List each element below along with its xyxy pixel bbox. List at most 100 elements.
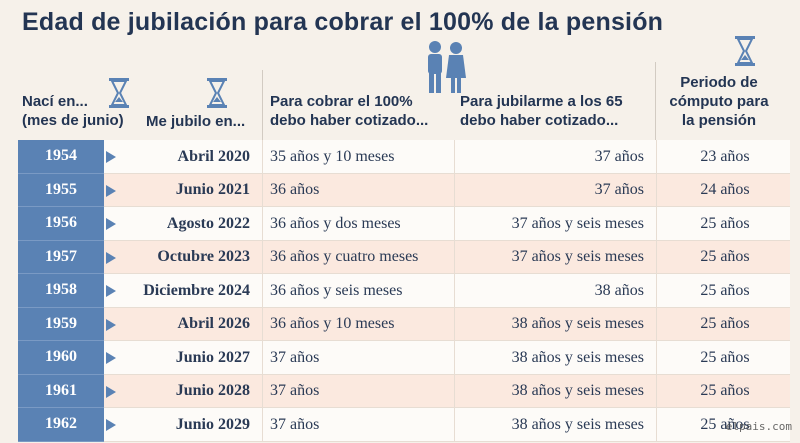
retire-date-cell: Diciembre 2024: [143, 281, 250, 299]
table-row: 1962 Junio 2029 37 años 38 años y seis mese…: [18, 408, 790, 442]
birth-year-cell: 1962: [18, 408, 104, 442]
arrow-right-icon: [106, 184, 116, 197]
periodo-computo-cell: 25 años: [700, 214, 750, 232]
row-background: [104, 408, 790, 442]
cell-divider: [656, 240, 657, 274]
header-period-line1: Periodo de: [680, 74, 758, 91]
cotizado-65-cell: 37 años: [594, 147, 644, 165]
arrow-right-icon: [106, 318, 116, 331]
cell-divider: [454, 207, 455, 241]
header-cotizado-65: Para jubilarme a los 65 debo haber cotiz…: [460, 92, 623, 130]
retire-date-cell: Junio 2028: [175, 382, 250, 400]
periodo-computo-cell: 24 años: [700, 181, 750, 199]
arrow-right-icon: [106, 419, 116, 431]
birth-year-cell: 1961: [18, 374, 104, 408]
table-row: 1956 Agosto 2022 36 años y dos meses 37 año…: [18, 207, 790, 241]
row-background: [104, 307, 790, 341]
header-period-line3: la pensión: [681, 112, 757, 129]
cell-divider: [656, 374, 657, 408]
cotizado-100-cell: 35 años y 10 meses: [270, 147, 395, 165]
table-row: 1959 Abril 2026 36 años y 10 meses 38 años …: [18, 307, 790, 341]
cotizado-65-cell: 37 años y seis meses: [511, 214, 644, 232]
birth-year-cell: 1958: [18, 274, 104, 308]
row-background: [104, 274, 790, 308]
header-born: Nací en... (mes de junio): [22, 92, 124, 130]
birth-year-cell: 1959: [18, 307, 104, 341]
retire-date-cell: Agosto 2022: [166, 214, 250, 232]
row-background: [104, 140, 790, 174]
hourglass-icon: [207, 78, 227, 108]
arrow-right-icon: [106, 251, 116, 264]
row-background: [104, 341, 790, 375]
cotizado-100-cell: 36 años y dos meses: [270, 214, 401, 232]
header-period-line2: cómputo para: [669, 93, 769, 110]
birth-year-cell: 1956: [18, 207, 104, 241]
table-row: 1961 Junio 2028 37 años 38 años y seis mese…: [18, 374, 790, 408]
cotizado-100-cell: 37 años: [270, 382, 320, 400]
arrow-right-icon: [106, 385, 116, 398]
retire-date-cell: Abril 2020: [177, 147, 250, 165]
retire-date-cell: Junio 2021: [175, 181, 250, 199]
header-cot100-line1: Para cobrar el 100%: [270, 93, 413, 110]
cell-divider: [262, 307, 263, 341]
watermark: elpais.com: [725, 420, 792, 433]
cell-divider: [656, 207, 657, 241]
cotizado-100-cell: 37 años: [270, 348, 320, 366]
cotizado-65-cell: 38 años y seis meses: [511, 348, 644, 366]
periodo-computo-cell: 25 años: [700, 281, 750, 299]
periodo-computo-cell: 23 años: [700, 147, 750, 165]
cell-divider: [454, 341, 455, 375]
cell-divider: [262, 408, 263, 442]
header-cot65-line2: debo haber cotizado...: [460, 112, 619, 129]
header-divider: [655, 62, 656, 140]
cotizado-100-cell: 37 años: [270, 415, 320, 433]
birth-year-cell: 1955: [18, 173, 104, 207]
page-title: Edad de jubilación para cobrar el 100% d…: [22, 8, 664, 36]
periodo-computo-cell: 25 años: [700, 315, 750, 333]
periodo-computo-cell: 25 años: [700, 248, 750, 266]
cell-divider: [454, 274, 455, 308]
birth-year-cell: 1954: [18, 140, 104, 174]
row-background: [104, 374, 790, 408]
cell-divider: [262, 140, 263, 174]
cell-divider: [454, 173, 455, 207]
table-row: 1954 Abril 2020 35 años y 10 meses 37 años 2…: [18, 140, 790, 174]
cotizado-65-cell: 37 años: [594, 181, 644, 199]
cotizado-100-cell: 36 años y seis meses: [270, 281, 403, 299]
cell-divider: [656, 408, 657, 442]
birth-year-cell: 1957: [18, 240, 104, 274]
cell-divider: [656, 173, 657, 207]
cotizado-100-cell: 36 años y 10 meses: [270, 315, 395, 333]
retire-date-cell: Abril 2026: [177, 315, 250, 333]
cell-divider: [454, 408, 455, 442]
header-cot65-line1: Para jubilarme a los 65: [460, 93, 623, 110]
cell-divider: [454, 307, 455, 341]
elderly-couple-icon: [428, 41, 466, 93]
cell-divider: [262, 207, 263, 241]
cotizado-100-cell: 36 años y cuatro meses: [270, 248, 419, 266]
arrow-right-icon: [106, 352, 116, 364]
header-cotizado-100: Para cobrar el 100% debo haber cotizado.…: [270, 92, 428, 130]
cell-divider: [262, 374, 263, 408]
arrow-right-icon: [106, 285, 116, 297]
header-periodo: Periodo de cómputo para la pensión: [660, 73, 778, 130]
arrow-right-icon: [106, 151, 116, 163]
periodo-computo-cell: 25 años: [700, 348, 750, 366]
cotizado-100-cell: 36 años: [270, 181, 320, 199]
cotizado-65-cell: 38 años y seis meses: [511, 315, 644, 333]
cotizado-65-cell: 38 años: [594, 281, 644, 299]
cell-divider: [262, 240, 263, 274]
periodo-computo-cell: 25 años: [700, 415, 750, 433]
header-cot100-line2: debo haber cotizado...: [270, 112, 429, 129]
hourglass-icon: [109, 78, 129, 108]
header-born-line2: (mes de junio): [22, 112, 124, 129]
cotizado-65-cell: 38 años y seis meses: [511, 382, 644, 400]
cell-divider: [454, 140, 455, 174]
cotizado-65-cell: 37 años y seis meses: [511, 248, 644, 266]
header-retire: Me jubilo en...: [146, 113, 246, 130]
cell-divider: [656, 307, 657, 341]
table-row: 1955 Junio 2021 36 años 37 años 24 años: [18, 173, 790, 207]
retire-date-cell: Junio 2027: [175, 348, 250, 366]
table-row: 1960 Junio 2027 37 años 38 años y seis mese…: [18, 341, 790, 375]
cell-divider: [262, 173, 263, 207]
